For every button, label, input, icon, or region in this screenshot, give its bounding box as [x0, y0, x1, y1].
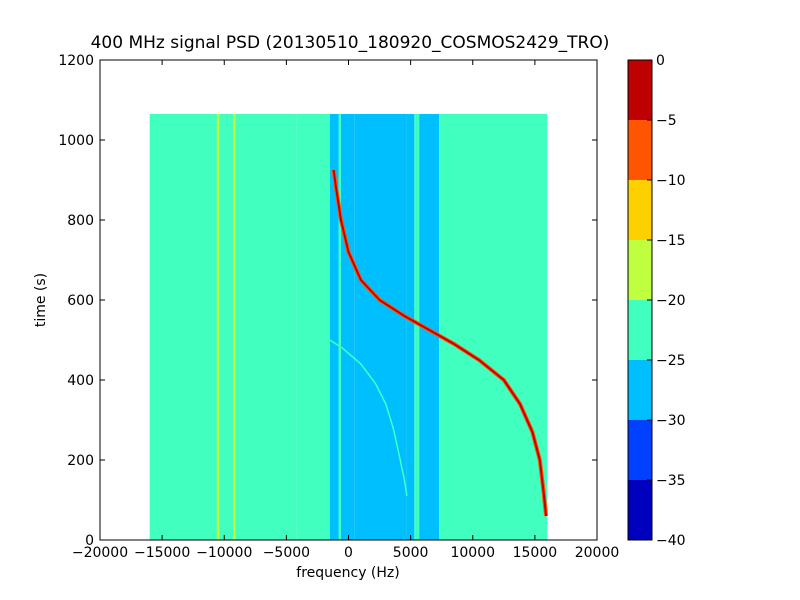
colorbar-tick-label: −15 [656, 233, 686, 249]
plot-area: −20000 −15000 −10000 −5000 0 5000 10000 15000 20… [58, 53, 619, 561]
y-axis-ticks: 0 200 400 600 800 1000 1200 [58, 53, 597, 549]
colorbar-tick-label: 0 [656, 53, 665, 69]
colorbar-level [628, 420, 652, 480]
y-tick-label: 0 [85, 533, 94, 549]
colorbar-tick-label: −30 [656, 413, 686, 429]
x-tick-label: 10000 [450, 545, 495, 561]
x-tick-label: −15000 [134, 545, 190, 561]
colorbar-level [628, 120, 652, 180]
y-tick-label: 1200 [58, 53, 94, 69]
x-tick-label: 20000 [575, 545, 620, 561]
colorbar-tick-label: −40 [656, 533, 686, 549]
signal-traces [323, 169, 549, 517]
spectrogram [149, 114, 548, 540]
y-axis-label: time (s) [33, 273, 49, 327]
colorbar-tick-label: −10 [656, 173, 686, 189]
colorbar-tick-label: −5 [656, 113, 677, 129]
x-tick-label: −20000 [72, 545, 128, 561]
colorbar-level [628, 240, 652, 300]
colorbar-tick-label: −25 [656, 353, 686, 369]
y-tick-label: 200 [67, 453, 94, 469]
y-tick-label: 600 [67, 293, 94, 309]
spectrogram-band [439, 114, 548, 540]
colorbar-level [628, 180, 652, 240]
x-tick-label: 0 [344, 545, 353, 561]
spectrogram-band [149, 114, 297, 540]
y-tick-label: 800 [67, 213, 94, 229]
signal-trace [323, 335, 408, 497]
colorbar: 0 −5 −10 −15 −20 −25 −30 −35 −40 [627, 53, 686, 549]
spectrogram-band [406, 114, 415, 540]
chart-title: 400 MHz signal PSD (20130510_180920_COSM… [91, 33, 610, 53]
x-tick-label: −5000 [263, 545, 310, 561]
colorbar-level [628, 480, 652, 540]
colorbar-level [628, 60, 652, 120]
signal-trace [332, 169, 548, 517]
y-tick-label: 1000 [58, 133, 94, 149]
colorbar-tick-label: −35 [656, 473, 686, 489]
x-axis-ticks: −20000 −15000 −10000 −5000 0 5000 10000 15000 20… [72, 60, 619, 561]
x-axis-label: frequency (Hz) [296, 565, 399, 581]
colorbar-tick-label: −20 [656, 293, 686, 309]
spectrogram-band [296, 114, 330, 540]
colorbar-level [628, 360, 652, 420]
x-tick-label: −10000 [196, 545, 252, 561]
colorbar-level [628, 300, 652, 360]
x-tick-label: 5000 [393, 545, 429, 561]
x-tick-label: 15000 [513, 545, 558, 561]
spectrogram-band [354, 114, 407, 540]
y-tick-label: 400 [67, 373, 94, 389]
